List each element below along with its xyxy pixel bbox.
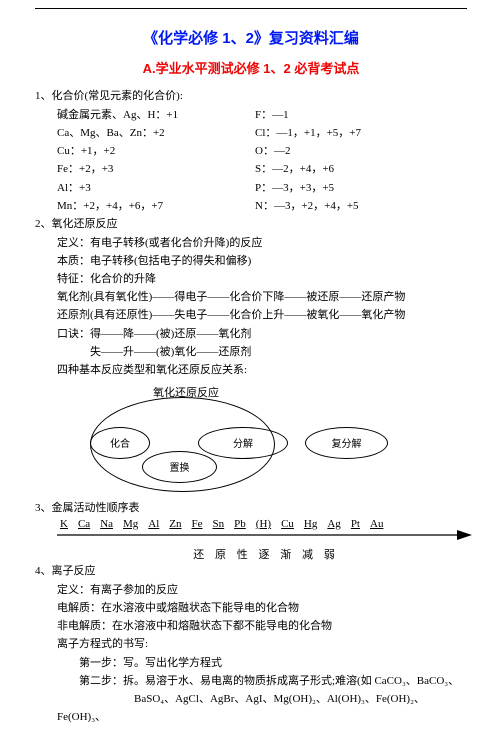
oval-zhihuan: 置换	[142, 451, 217, 483]
main-title: 《化学必修 1、2》复习资料汇编	[35, 27, 467, 48]
document-page: 《化学必修 1、2》复习资料汇编 A.学业水平测试必修 1、2 必背考试点 1、…	[0, 0, 502, 736]
sec4-line: 第二步：拆。易溶于水、易电离的物质拆成离子形式;难溶(如 CaCO₃、BaCO₃…	[35, 672, 467, 690]
sec2-line: 氧化剂(具有氧化性)——得电子——化合价下降——被还原——还原产物	[35, 288, 467, 306]
sec4-line: 电解质：在水溶液中或熔融状态下能导电的化合物	[35, 599, 467, 617]
section-1-heading: 1、化合价(常见元素的化合价):	[35, 87, 467, 103]
sec4-line: 离子方程式的书写:	[35, 635, 467, 653]
reaction-diagram: 氧化还原反应 化合 分解 置换 复分解	[80, 384, 420, 494]
valence-row: 碱金属元素、Ag、H：+1 F：—1	[35, 106, 467, 124]
valence-row: Ca、Mg、Ba、Zn：+2 Cl：—1，+1，+5，+7	[35, 124, 467, 142]
sec2-line: 失——升——(被)氧化——还原剂	[35, 343, 467, 361]
valence-row: Mn：+2，+4，+6，+7 N：—3，+2，+4，+5	[35, 197, 467, 215]
top-divider	[35, 8, 467, 9]
oval-fufenjie: 复分解	[305, 427, 388, 459]
valence-row: Fe：+2，+3 S：—2，+4，+6	[35, 160, 467, 178]
oval-huahe: 化合	[90, 427, 150, 459]
section-3-heading: 3、金属活动性顺序表	[35, 499, 467, 515]
section-4-heading: 4、离子反应	[35, 562, 467, 578]
arrow-diagram	[57, 530, 472, 544]
sec2-line: 四种基本反应类型和氧化还原反应关系:	[35, 361, 467, 379]
valence-row: Cu：+1，+2 O：—2	[35, 142, 467, 160]
sec4-line: 第一步：写。写出化学方程式	[35, 654, 467, 672]
sec4-line: 非电解质：在水溶液中和熔融状态下都不能导电的化合物	[35, 617, 467, 635]
sec2-line: 本质：电子转移(包括电子的得失和偏移)	[35, 252, 467, 270]
sec4-line: 定义：有离子参加的反应	[35, 581, 467, 599]
arrow-icon	[57, 530, 472, 544]
sec2-line: 口诀：得——降——(被)还原——氧化剂	[35, 325, 467, 343]
sec2-line: 特征：化合价的升降	[35, 270, 467, 288]
sec2-line: 还原剂(具有还原性)——失电子——化合价上升——被氧化——氧化产物	[35, 306, 467, 324]
oval-fenjie: 分解	[198, 427, 288, 459]
sub-title: A.学业水平测试必修 1、2 必背考试点	[35, 58, 467, 77]
section-2-heading: 2、氧化还原反应	[35, 215, 467, 231]
activity-series: K Ca Na Mg Al Zn Fe Sn Pb (H) Cu Hg Ag P…	[35, 518, 467, 530]
valence-row: Al：+3 P：—3，+3，+5	[35, 179, 467, 197]
sec2-line: 定义：有电子转移(或者化合价升降)的反应	[35, 234, 467, 252]
arrow-label: 还 原 性 逐 渐 减 弱	[35, 546, 467, 562]
